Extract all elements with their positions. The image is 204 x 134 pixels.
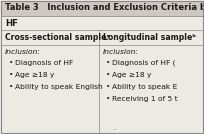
- Text: ...: ...: [112, 126, 117, 131]
- Text: Receiving 1 of 5 t: Receiving 1 of 5 t: [112, 96, 178, 102]
- Text: •: •: [106, 72, 110, 78]
- Text: •: •: [9, 72, 13, 78]
- Text: Diagnosis of HF: Diagnosis of HF: [15, 60, 73, 66]
- Text: Table 3   Inclusion and Exclusion Criteria by Condition and S: Table 3 Inclusion and Exclusion Criteria…: [5, 3, 204, 12]
- Text: •: •: [106, 60, 110, 66]
- Text: •: •: [106, 96, 110, 102]
- Text: Longitudinal sampleᵇ: Longitudinal sampleᵇ: [103, 33, 196, 42]
- Text: Ability to speak English: Ability to speak English: [15, 84, 103, 90]
- Text: Cross-sectional sampleᵃ: Cross-sectional sampleᵃ: [5, 33, 110, 42]
- Text: Age ≥18 y: Age ≥18 y: [15, 72, 54, 78]
- Text: Diagnosis of HF (: Diagnosis of HF (: [112, 60, 175, 66]
- Text: •: •: [9, 84, 13, 90]
- Text: Age ≥18 y: Age ≥18 y: [112, 72, 152, 78]
- Text: Inclusion:: Inclusion:: [103, 49, 139, 55]
- Text: Ability to speak E: Ability to speak E: [112, 84, 177, 90]
- Text: •: •: [9, 60, 13, 66]
- Text: Inclusion:: Inclusion:: [5, 49, 41, 55]
- Text: HF: HF: [5, 18, 18, 27]
- Bar: [1, 1, 203, 16]
- Text: •: •: [106, 84, 110, 90]
